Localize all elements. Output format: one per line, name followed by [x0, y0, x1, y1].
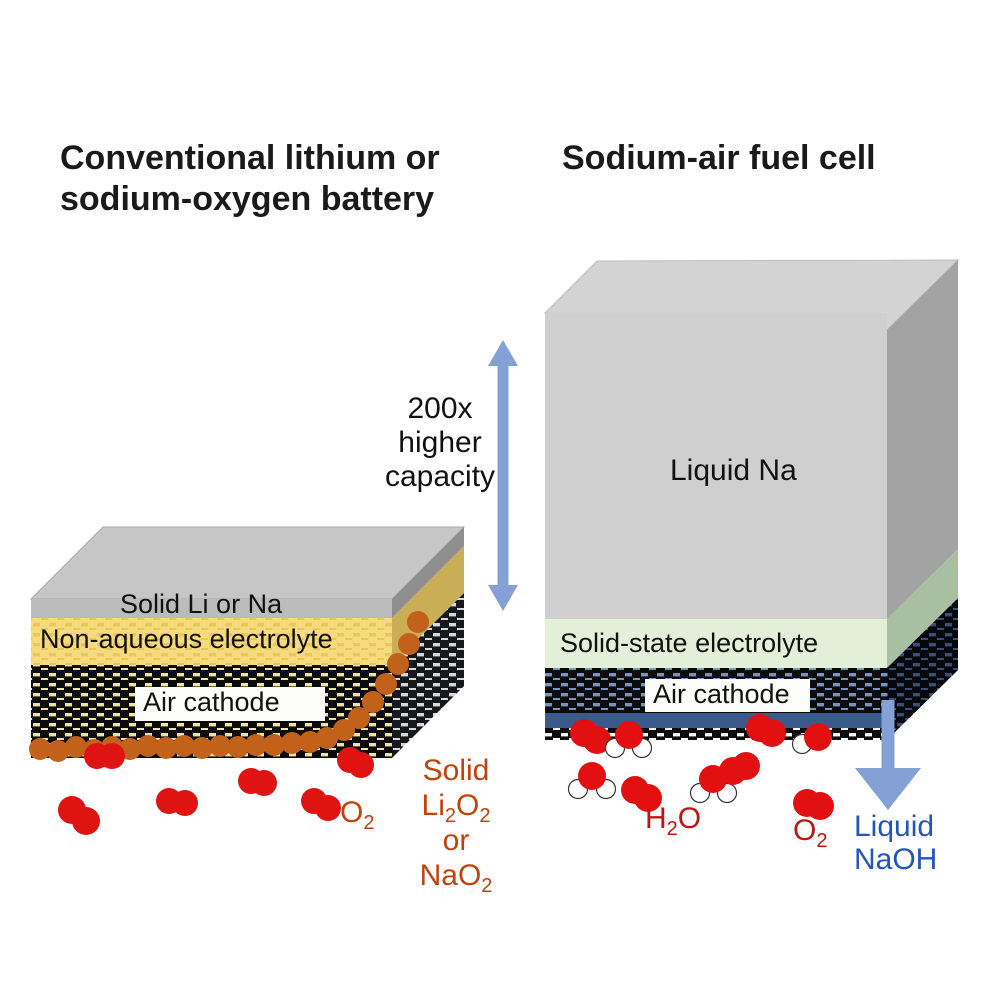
svg-text:NaOH: NaOH — [854, 843, 937, 876]
svg-text:NaO2: NaO2 — [420, 859, 493, 897]
svg-text:Solid Li or Na: Solid Li or Na — [120, 589, 283, 619]
svg-text:or: or — [443, 824, 470, 857]
svg-text:200x: 200x — [407, 392, 472, 425]
svg-text:Liquid Na: Liquid Na — [670, 454, 797, 487]
svg-text:Liquid: Liquid — [854, 810, 934, 843]
svg-text:higher: higher — [398, 426, 481, 459]
svg-text:Air cathode: Air cathode — [143, 687, 280, 717]
svg-text:Non-aqueous electrolyte: Non-aqueous electrolyte — [40, 624, 333, 654]
svg-text:capacity: capacity — [385, 460, 495, 493]
svg-text:H2O: H2O — [645, 802, 701, 840]
svg-text:O2: O2 — [340, 796, 374, 834]
svg-text:Solid-state electrolyte: Solid-state electrolyte — [560, 628, 818, 658]
svg-text:Air cathode: Air cathode — [653, 679, 790, 709]
svg-text:Li2O2: Li2O2 — [422, 789, 491, 827]
svg-text:Solid: Solid — [423, 754, 490, 787]
